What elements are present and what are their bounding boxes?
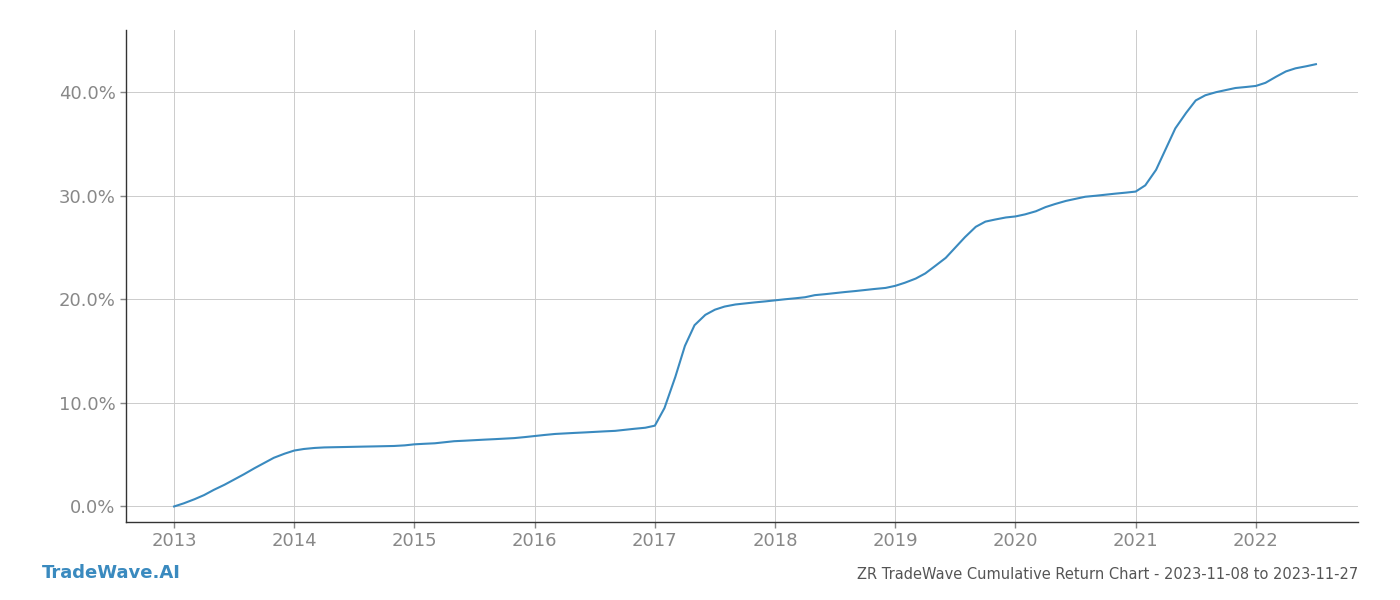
- Text: TradeWave.AI: TradeWave.AI: [42, 564, 181, 582]
- Text: ZR TradeWave Cumulative Return Chart - 2023-11-08 to 2023-11-27: ZR TradeWave Cumulative Return Chart - 2…: [857, 567, 1358, 582]
